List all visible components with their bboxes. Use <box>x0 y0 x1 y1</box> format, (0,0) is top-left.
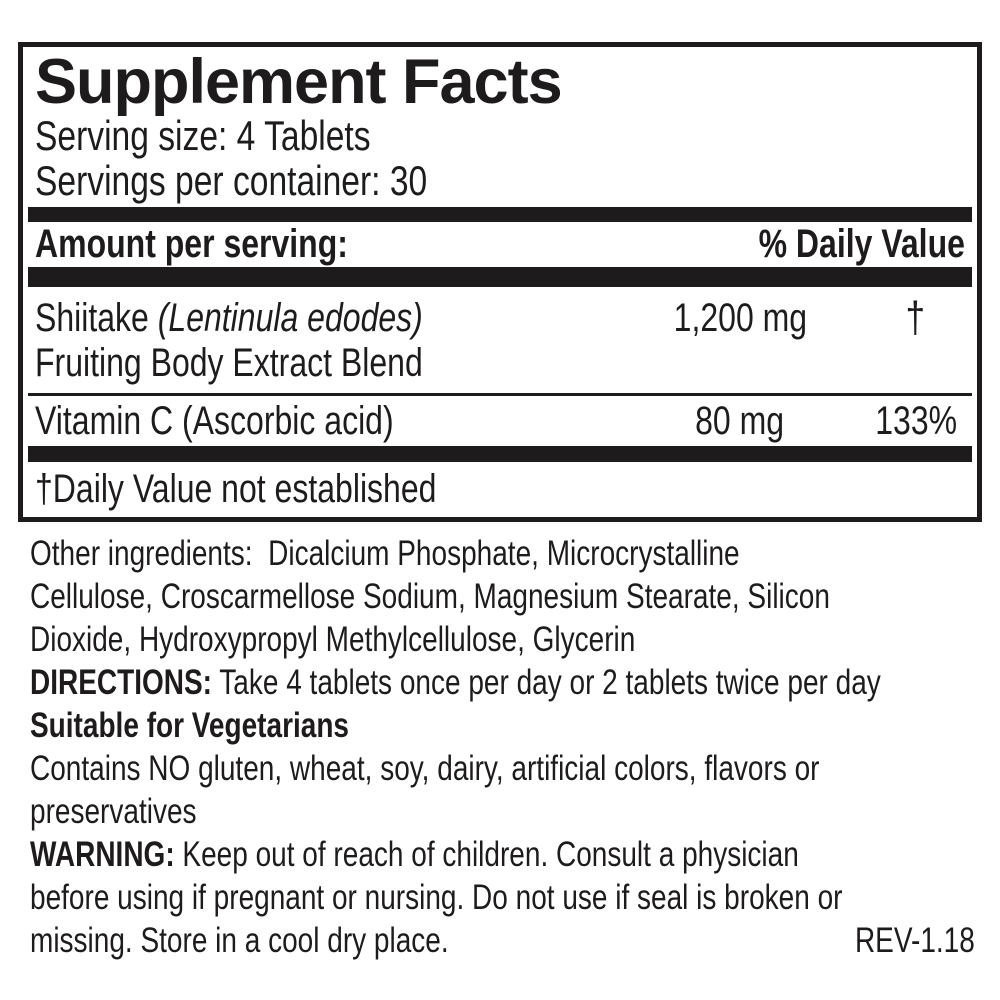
header-bottom-bar <box>28 267 972 287</box>
other-ingredients-line-2: Cellulose, Croscarmellose Sodium, Magnes… <box>30 575 975 618</box>
serving-size-line: Serving size: 4 Tablets <box>35 113 965 158</box>
vitamin-c-name: Vitamin C (Ascorbic acid) <box>35 398 394 443</box>
vitamin-c-amount-cell: 80 mg <box>615 399 865 444</box>
contains-text-2: preservatives <box>30 792 197 831</box>
ingredient-name-line2: Fruiting Body Extract Blend <box>35 341 423 385</box>
directions-label: DIRECTIONS: <box>30 663 212 702</box>
ingredient-row-vitamin-c: Vitamin C (Ascorbic acid) 80 mg 133% <box>23 396 977 446</box>
warning-text-2: before using if pregnant or nursing. Do … <box>30 878 843 917</box>
other-ingredients-line-1: Other ingredients: Dicalcium Phosphate, … <box>30 532 975 575</box>
row-divider <box>28 393 972 396</box>
warning-label: WARNING: <box>30 835 175 874</box>
column-header-row: Amount per serving: % Daily Value <box>23 222 977 267</box>
contains-line-1: Contains NO gluten, wheat, soy, dairy, a… <box>30 747 975 790</box>
ingredient-daily-value-cell: † <box>865 293 965 343</box>
directions-text: Take 4 tablets once per day or 2 tablets… <box>212 663 881 702</box>
warning-line-2: before using if pregnant or nursing. Do … <box>30 876 975 919</box>
amount-per-serving-header: Amount per serving: <box>35 222 348 266</box>
ingredient-name-cell: Shiitake (Lentinula edodes) <box>35 296 615 341</box>
contains-line-2: preservatives <box>30 790 975 833</box>
panel-top-section: Supplement Facts Serving size: 4 Tablets… <box>23 47 977 207</box>
other-ingredients-text-3: Dioxide, Hydroxypropyl Methylcellulose, … <box>30 620 636 659</box>
top-divider-bar <box>28 207 972 222</box>
footnote-top-bar <box>28 446 972 462</box>
warning-line-1: WARNING: Keep out of reach of children. … <box>30 833 975 876</box>
label-details-section: Other ingredients: Dicalcium Phosphate, … <box>30 532 975 962</box>
vitamin-c-name-cell: Vitamin C (Ascorbic acid) <box>35 399 615 444</box>
shiitake-row-line2: Fruiting Body Extract Blend <box>35 339 965 387</box>
daily-value-footnote-row: †Daily Value not established <box>23 462 977 517</box>
contains-text-1: Contains NO gluten, wheat, soy, dairy, a… <box>30 749 820 788</box>
ingredient-name-scientific: (Lentinula edodes) <box>157 295 423 340</box>
suitable-for-vegetarians-line: Suitable for Vegetarians <box>30 704 975 747</box>
vitamin-c-daily-value-cell: 133% <box>865 399 965 444</box>
revision-code: REV-1.18 <box>855 921 975 960</box>
supplement-facts-panel: Supplement Facts Serving size: 4 Tablets… <box>18 42 982 522</box>
ingredient-row-shiitake: Shiitake (Lentinula edodes) 1,200 mg † F… <box>23 287 977 393</box>
warning-text-1: Keep out of reach of children. Consult a… <box>174 835 799 874</box>
directions-wrap: DIRECTIONS: Take 4 tablets once per day … <box>30 661 881 704</box>
percent-daily-value-header: % Daily Value <box>758 222 965 266</box>
directions-line: DIRECTIONS: Take 4 tablets once per day … <box>30 661 975 704</box>
panel-title: Supplement Facts <box>35 47 563 117</box>
warning-wrap: WARNING: Keep out of reach of children. … <box>30 833 799 876</box>
servings-per-container-text: Servings per container: 30 <box>35 157 428 204</box>
daily-value-footnote: †Daily Value not established <box>35 467 437 511</box>
ingredient-name-wrap: Shiitake (Lentinula edodes) <box>35 296 423 341</box>
vitamin-c-amount: 80 mg <box>695 398 785 443</box>
servings-per-container-line: Servings per container: 30 <box>35 158 965 203</box>
other-ingredients-line-3: Dioxide, Hydroxypropyl Methylcellulose, … <box>30 618 975 661</box>
warning-line-3: missing. Store in a cool dry place. REV-… <box>30 919 975 962</box>
ingredient-amount-cell: 1,200 mg <box>615 296 865 341</box>
ingredient-name: Shiitake <box>35 295 158 340</box>
serving-size-text: Serving size: 4 Tablets <box>35 112 371 159</box>
ingredient-amount: 1,200 mg <box>673 295 807 340</box>
other-ingredients-text-1: Other ingredients: Dicalcium Phosphate, … <box>30 534 740 573</box>
other-ingredients-text-2: Cellulose, Croscarmellose Sodium, Magnes… <box>30 577 830 616</box>
suitable-for-vegetarians-text: Suitable for Vegetarians <box>30 706 349 745</box>
warning-text-3: missing. Store in a cool dry place. <box>30 921 449 960</box>
shiitake-row-line1: Shiitake (Lentinula edodes) 1,200 mg † <box>35 293 965 342</box>
vitamin-c-daily-value: 133% <box>875 398 958 443</box>
ingredient-daily-value-dagger: † <box>905 293 925 342</box>
